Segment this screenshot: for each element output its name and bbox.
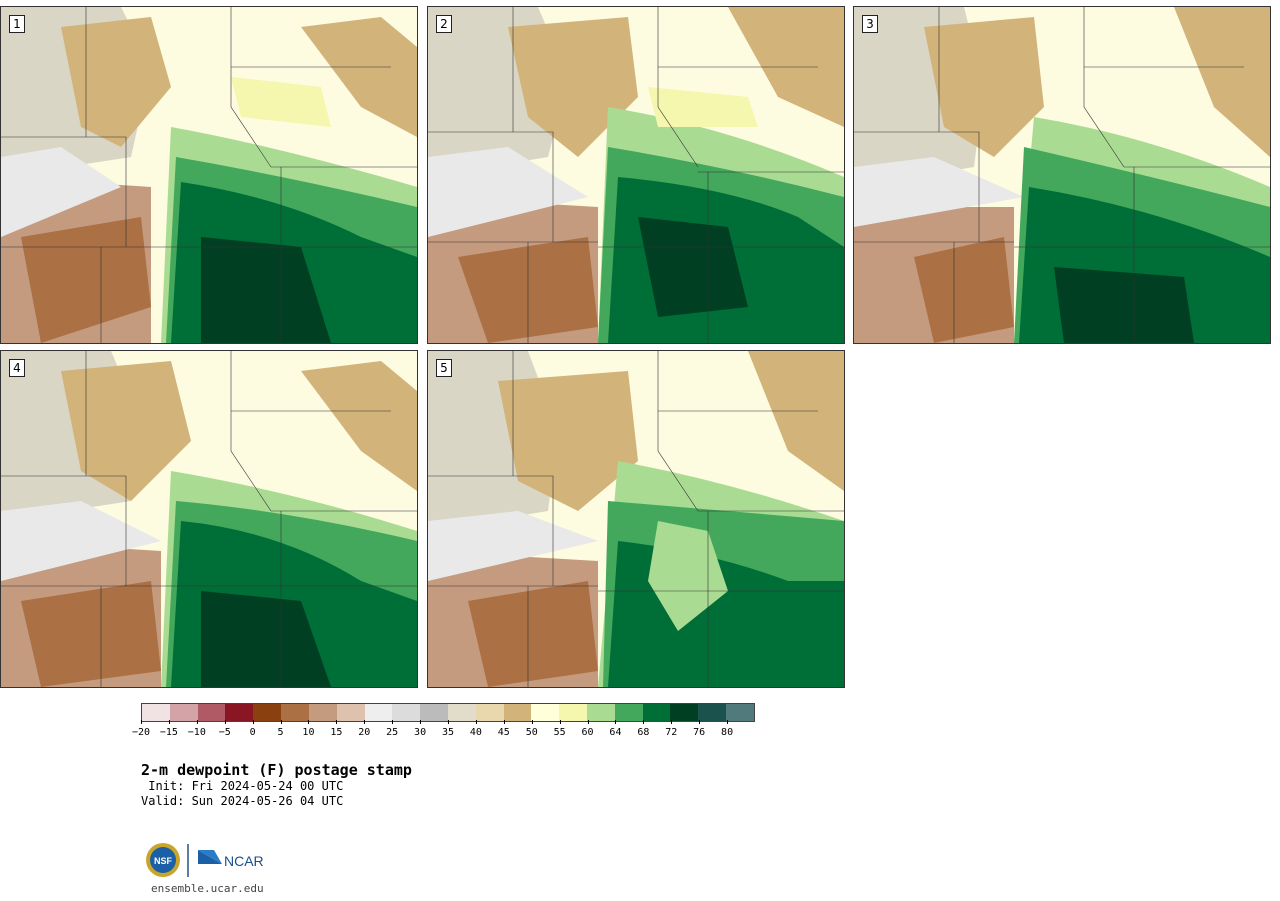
colorbar-swatch (642, 704, 671, 721)
colorbar-swatch (308, 704, 337, 721)
panel-number-1: 1 (9, 15, 25, 33)
dewpoint-colorbar (141, 703, 755, 722)
colorbar-tick: 76 (693, 720, 705, 738)
colorbar-tick: 15 (330, 720, 342, 738)
map-panel-5[interactable]: 5 (427, 350, 845, 688)
colorbar-swatch (281, 704, 309, 721)
colorbar-tick: 80 (721, 720, 733, 738)
colorbar-tick: 20 (358, 720, 370, 738)
colorbar-swatch (531, 704, 560, 721)
colorbar-tick: 45 (498, 720, 510, 738)
colorbar-swatch (503, 704, 532, 721)
dewpoint-map-5 (428, 351, 844, 687)
colorbar-tick: −20 (132, 720, 150, 738)
svg-text:NSF: NSF (154, 856, 173, 866)
colorbar-swatch (475, 704, 504, 721)
map-panel-3[interactable]: 3 (853, 6, 1271, 344)
colorbar-tick: 30 (414, 720, 426, 738)
product-title: 2-m dewpoint (F) postage stamp (141, 761, 412, 779)
colorbar-swatch (559, 704, 587, 721)
colorbar-swatch (197, 704, 226, 721)
colorbar-tick: 68 (637, 720, 649, 738)
colorbar-tick: −15 (160, 720, 178, 738)
map-panel-2[interactable]: 2 (427, 6, 845, 344)
valid-time: Valid: Sun 2024-05-26 04 UTC (141, 794, 344, 808)
ncar-logo: NCAR (198, 850, 264, 869)
panel-number-3: 3 (862, 15, 878, 33)
colorbar-tick: 0 (250, 720, 256, 738)
colorbar-tick: 5 (278, 720, 284, 738)
dewpoint-map-4 (1, 351, 417, 687)
colorbar-tick: 25 (386, 720, 398, 738)
colorbar-tick: 10 (302, 720, 314, 738)
panel-number-4: 4 (9, 359, 25, 377)
map-panel-1[interactable]: 1 (0, 6, 418, 344)
map-panel-4[interactable]: 4 (0, 350, 418, 688)
colorbar-tick: −10 (188, 720, 206, 738)
dewpoint-map-1 (1, 7, 417, 343)
colorbar-swatch (336, 704, 365, 721)
svg-text:NCAR: NCAR (224, 853, 264, 869)
colorbar-swatch (614, 704, 643, 721)
dewpoint-map-2 (428, 7, 844, 343)
panel-number-2: 2 (436, 15, 452, 33)
dewpoint-map-3 (854, 7, 1270, 343)
colorbar-swatch (698, 704, 727, 721)
colorbar-swatch (587, 704, 615, 721)
colorbar-tick: 40 (470, 720, 482, 738)
colorbar-swatch (225, 704, 254, 721)
colorbar-swatch (392, 704, 421, 721)
colorbar-swatch (253, 704, 282, 721)
colorbar-swatch (169, 704, 198, 721)
website-url: ensemble.ucar.edu (151, 882, 264, 895)
colorbar-tick: 55 (554, 720, 566, 738)
colorbar-swatch (447, 704, 476, 721)
panel-number-5: 5 (436, 359, 452, 377)
colorbar-tick: 50 (526, 720, 538, 738)
colorbar-swatch (726, 704, 754, 721)
colorbar-swatch (142, 704, 170, 721)
colorbar-swatch (420, 704, 448, 721)
colorbar-tick: 35 (442, 720, 454, 738)
colorbar-tick: −5 (219, 720, 231, 738)
colorbar-tick: 72 (665, 720, 677, 738)
colorbar-swatch (364, 704, 393, 721)
logos: NSF NCAR (144, 842, 274, 882)
colorbar-tick: 60 (582, 720, 594, 738)
colorbar-swatch (670, 704, 699, 721)
init-time: Init: Fri 2024-05-24 00 UTC (141, 779, 344, 793)
colorbar-tick: 64 (609, 720, 621, 738)
nsf-logo: NSF (146, 843, 180, 877)
colorbar-tick-labels: −20 −15 −10 −5 0 5 10 15 20 25 30 35 40 45 50 55 60 64 68 7… (132, 720, 755, 742)
